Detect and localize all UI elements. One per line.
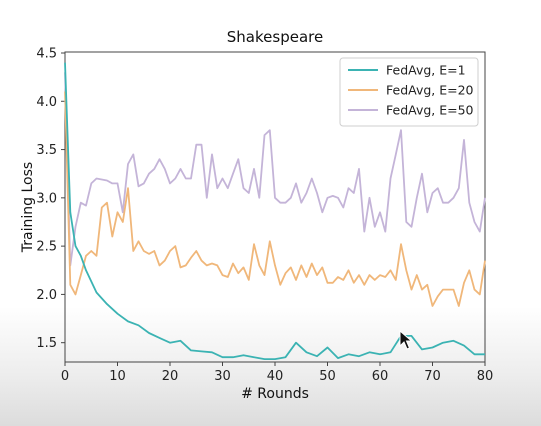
y-axis: 1.5 2.0 2.5 3.0 3.5 4.0 4.5 [36,47,65,351]
legend-label-2: FedAvg, E=20 [386,83,474,98]
x-axis-title: # Rounds [241,386,309,402]
legend-label-3: FedAvg, E=50 [386,103,474,118]
y-tick-label: 4.0 [36,95,57,110]
y-tick-label: 2.0 [36,288,57,303]
x-tick-label: 10 [109,369,126,384]
y-tick-label: 2.5 [36,240,57,255]
x-tick-label: 80 [477,369,494,384]
x-tick-label: 60 [372,369,389,384]
chart-title: Shakespeare [227,28,323,46]
mouse-cursor-icon [399,329,413,350]
x-tick-label: 40 [267,369,284,384]
x-tick-label: 50 [319,369,336,384]
series-line-3 [64,72,486,267]
x-tick-label: 30 [214,369,231,384]
series-lines [64,62,486,361]
x-axis: 0 10 20 30 40 50 60 70 80 [61,362,493,384]
legend: FedAvg, E=1 FedAvg, E=20 FedAvg, E=50 [339,57,479,127]
y-tick-label: 4.5 [36,47,57,62]
x-tick-label: 0 [61,369,69,384]
y-tick-label: 1.5 [36,336,57,351]
y-tick-label: 3.5 [36,143,57,158]
x-tick-label: 20 [162,369,179,384]
y-tick-label: 3.0 [36,191,57,206]
legend-label-1: FedAvg, E=1 [386,63,466,78]
series-line-2 [64,91,486,307]
series-line-1 [64,62,485,361]
x-tick-label: 70 [424,369,441,384]
y-axis-title: Training Loss [20,162,36,253]
